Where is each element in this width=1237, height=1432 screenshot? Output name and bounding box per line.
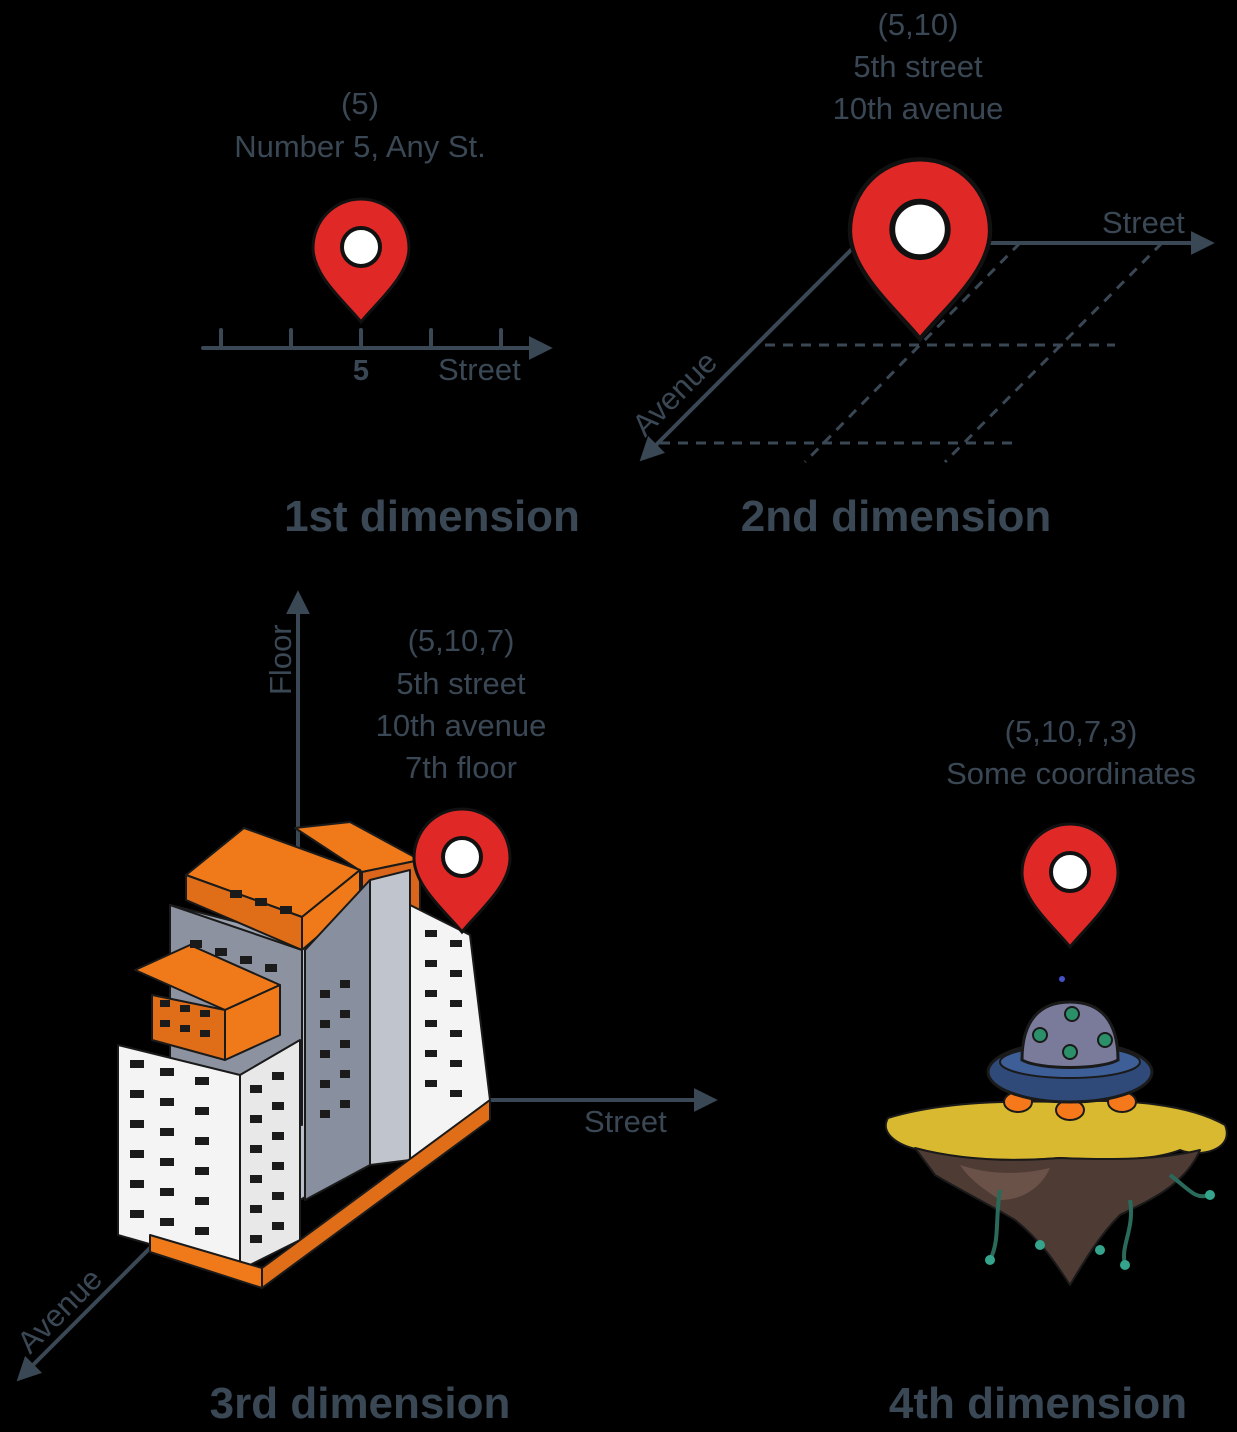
avenue-caption: 10th avenue bbox=[833, 91, 1004, 126]
map-pin-icon bbox=[311, 197, 411, 324]
panel-1d: (5) Number 5, Any St. 5 Street 1st dimen… bbox=[201, 86, 580, 541]
map-pin-icon bbox=[850, 159, 990, 339]
coordinate-label: (5,10,7,3) bbox=[1005, 714, 1138, 749]
panel-3d: (5,10,7) 5th street 10th avenue 7th floo… bbox=[10, 590, 718, 1428]
coordinate-label: (5) bbox=[341, 86, 379, 121]
panel-title: 3rd dimension bbox=[210, 1379, 511, 1428]
street-axis-label: Street bbox=[438, 352, 521, 387]
window-grid bbox=[130, 890, 462, 1243]
dot-icon bbox=[1059, 976, 1065, 982]
address-label: Number 5, Any St. bbox=[234, 129, 486, 164]
panel-4d: (5,10,7,3) Some coordinates 4th dimensio… bbox=[885, 714, 1228, 1428]
avenue-axis bbox=[639, 241, 860, 462]
ufo-on-floating-island bbox=[885, 1000, 1228, 1286]
apartment-building bbox=[117, 821, 491, 1289]
avenue-caption: 10th avenue bbox=[376, 708, 547, 743]
street-axis-label: Street bbox=[584, 1104, 667, 1139]
panel-title: 4th dimension bbox=[889, 1379, 1187, 1428]
coordinate-label: (5,10,7) bbox=[408, 623, 515, 658]
panel-2d: (5,10) 5th street 10th avenue Street Ave… bbox=[625, 7, 1215, 541]
street-caption: 5th street bbox=[396, 666, 526, 701]
street-axis-label: Street bbox=[1102, 205, 1185, 240]
grid-line bbox=[943, 241, 1164, 464]
panel-title: 1st dimension bbox=[284, 492, 580, 541]
floor-caption: 7th floor bbox=[405, 750, 517, 785]
street-caption: 5th street bbox=[853, 49, 983, 84]
street-axis-1d bbox=[201, 328, 553, 360]
panel-title: 2nd dimension bbox=[741, 492, 1051, 541]
map-pin-icon bbox=[1020, 822, 1120, 949]
grid-line bbox=[803, 241, 1022, 464]
description-caption: Some coordinates bbox=[946, 756, 1196, 791]
floor-axis-label: Floor bbox=[263, 624, 298, 695]
coordinate-label: (5,10) bbox=[878, 7, 959, 42]
tick-label: 5 bbox=[353, 355, 369, 387]
avenue-axis-label: Avenue bbox=[10, 1261, 109, 1360]
grid-2d bbox=[639, 231, 1215, 464]
